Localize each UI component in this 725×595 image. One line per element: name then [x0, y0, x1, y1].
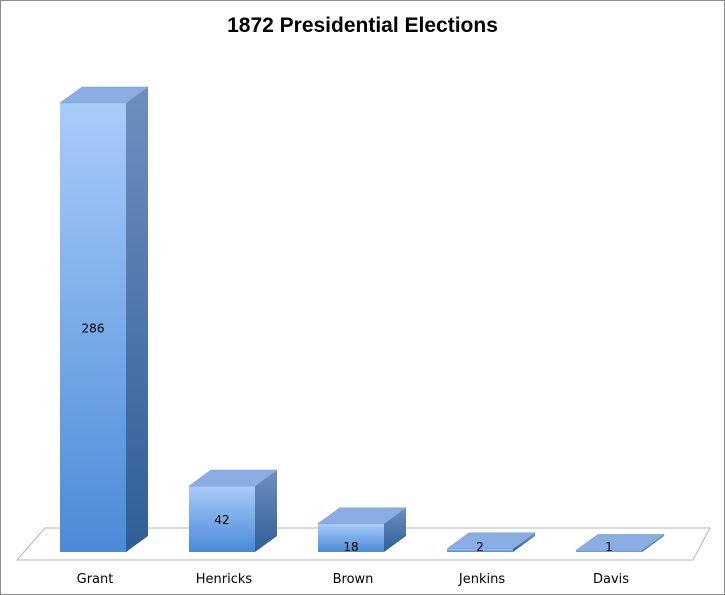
bar-top-henricks — [188, 469, 278, 487]
bar-side-jenkins — [513, 532, 535, 552]
bar-jenkins — [447, 548, 513, 552]
bar-side-davis — [642, 534, 664, 552]
category-label-henricks: Henricks — [196, 572, 253, 587]
category-label-davis: Davis — [593, 572, 629, 587]
category-label-brown: Brown — [333, 572, 374, 587]
bar-top-jenkins — [446, 532, 536, 550]
category-label-jenkins: Jenkins — [458, 572, 505, 587]
bar-brown — [318, 523, 384, 552]
bar-top-brown — [317, 507, 407, 525]
bar-grant — [60, 103, 126, 552]
bar-top-davis — [575, 534, 665, 551]
data-label-henricks: 42 — [214, 513, 229, 527]
data-label-davis: 1 — [605, 540, 613, 554]
category-label-grant: Grant — [77, 572, 114, 587]
bar-side-grant — [126, 87, 148, 552]
bar-davis — [576, 550, 642, 552]
bar-top-grant — [59, 86, 149, 104]
bars-layer — [59, 86, 665, 552]
data-label-brown: 18 — [343, 540, 358, 554]
bar-henricks — [189, 486, 255, 552]
data-label-jenkins: 2 — [476, 540, 484, 554]
labels-layer: 286 Grant 42 Henricks 18 Brown 2 Jenkins 1 Davis — [77, 322, 630, 588]
data-label-grant: 286 — [82, 322, 105, 336]
bar-side-brown — [384, 507, 406, 552]
bar-side-henricks — [255, 470, 277, 552]
chart-title: 1872 Presidential Elections — [227, 14, 498, 37]
